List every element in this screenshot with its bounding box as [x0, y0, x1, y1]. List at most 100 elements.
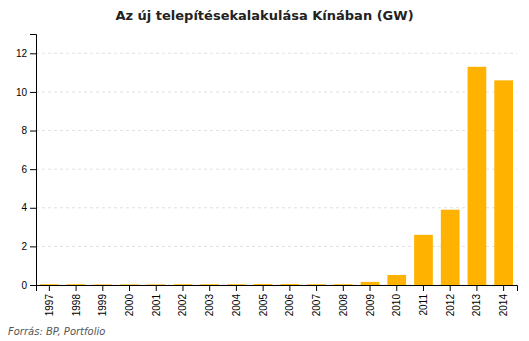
y-tick-mark: [30, 53, 36, 54]
bar: [227, 284, 246, 285]
bar: [361, 282, 380, 285]
y-tick-label: 10: [16, 87, 28, 98]
grid-line: [36, 207, 517, 208]
bar: [200, 284, 219, 285]
x-tick-mark: [396, 285, 397, 291]
bar: [93, 284, 112, 285]
x-tick-mark: [263, 285, 264, 291]
grid-line: [36, 91, 517, 92]
bar: [494, 80, 513, 285]
x-tick: 2002: [177, 285, 188, 316]
x-tick-mark: [370, 285, 371, 291]
x-tick: 2010: [391, 285, 402, 316]
x-tick: 1999: [97, 285, 108, 316]
x-tick-label: 2004: [231, 294, 242, 317]
x-tick-label: 2000: [124, 294, 135, 317]
y-tick-mark: [30, 92, 36, 93]
grid-line: [36, 53, 517, 54]
x-tick-mark: [209, 285, 210, 291]
x-tick-mark: [49, 285, 50, 291]
x-tick: 2009: [365, 285, 376, 316]
x-tick-mark: [450, 285, 451, 291]
x-tick-label: 2005: [258, 294, 269, 317]
title: Az új telepítésekalakulása Kínában (GW): [115, 8, 413, 23]
bar: [414, 235, 433, 285]
x-tick: 2014: [498, 285, 509, 316]
bar: [120, 284, 139, 285]
x-tick-mark: [289, 285, 290, 291]
x-tick-label: 2013: [471, 294, 482, 317]
x-tick-mark: [423, 285, 424, 291]
x-tick: 2012: [445, 285, 456, 316]
y-tick-mark: [30, 208, 36, 209]
x-tick-mark: [129, 285, 130, 291]
y-tick: 8: [21, 125, 36, 136]
grid-line: [36, 130, 517, 131]
bar: [281, 284, 300, 285]
y-tick-mark: [30, 169, 36, 170]
y-axis-line: [30, 35, 37, 286]
chart: 0 2 4 6 8 10 12 1997 1998 1999 2000 2001 2002 2003 200…: [0, 0, 529, 341]
x-tick: 2006: [284, 285, 295, 316]
x-tick-mark: [156, 285, 157, 291]
x-tick-label: 2014: [498, 294, 509, 317]
bar: [40, 284, 59, 285]
y-tick-label: 4: [21, 202, 27, 213]
y-tick: 4: [21, 202, 36, 213]
x-tick: 2005: [258, 285, 269, 316]
y-axis: 0 2 4 6 8 10 12: [16, 35, 37, 291]
y-tick-label: 12: [16, 48, 28, 59]
bar: [468, 67, 487, 285]
bar: [307, 284, 326, 285]
x-tick-label: 2003: [204, 294, 215, 317]
x-tick-label: 2002: [177, 294, 188, 317]
y-tick: 6: [21, 164, 36, 175]
x-tick-label: 1998: [71, 294, 82, 317]
bar: [147, 284, 166, 285]
grid: [36, 53, 517, 285]
bars: [40, 67, 513, 285]
x-tick-mark: [102, 285, 103, 291]
y-tick: 2: [21, 241, 36, 252]
y-tick-mark: [30, 131, 36, 132]
y-tick: 12: [16, 48, 36, 59]
x-tick-mark: [316, 285, 317, 291]
bar: [334, 284, 353, 285]
bar: [254, 284, 273, 285]
x-tick: 2011: [418, 285, 429, 316]
x-tick-label: 1999: [97, 294, 108, 317]
x-tick: 2003: [204, 285, 215, 316]
bar: [67, 284, 86, 285]
x-tick-label: 2012: [445, 294, 456, 317]
plot: 0 2 4 6 8 10 12 1997 1998 1999 2000 2001 2002 2003 200…: [16, 35, 518, 317]
bar: [441, 210, 460, 285]
x-tick: 2013: [471, 285, 482, 316]
x-tick-mark: [503, 285, 504, 291]
x-tick: 2007: [311, 285, 322, 316]
x-tick: 2004: [231, 285, 242, 316]
x-tick: 2000: [124, 285, 135, 316]
x-tick: 1998: [71, 285, 82, 316]
x-tick-label: 2009: [365, 294, 376, 317]
y-tick-label: 6: [21, 164, 27, 175]
x-tick-mark: [476, 285, 477, 291]
x-tick: 2001: [151, 285, 162, 316]
y-tick-label: 0: [21, 280, 27, 291]
x-tick: 2008: [338, 285, 349, 316]
x-tick-mark: [76, 285, 77, 291]
x-tick-mark: [236, 285, 237, 291]
x-tick-label: 2001: [151, 294, 162, 317]
x-tick-label: 2007: [311, 294, 322, 317]
x-tick-label: 2010: [391, 294, 402, 317]
source-note: Forrás: BP, Portfolio: [8, 326, 105, 337]
x-tick-label: 2008: [338, 294, 349, 317]
x-tick-mark: [182, 285, 183, 291]
y-tick-label: 8: [21, 125, 27, 136]
x-tick: 1997: [44, 285, 55, 316]
bar: [174, 284, 193, 285]
y-tick: 10: [16, 87, 36, 98]
y-tick-label: 2: [21, 241, 27, 252]
y-tick-mark: [30, 246, 36, 247]
y-tick: 0: [21, 280, 36, 291]
x-tick-label: 1997: [44, 294, 55, 317]
